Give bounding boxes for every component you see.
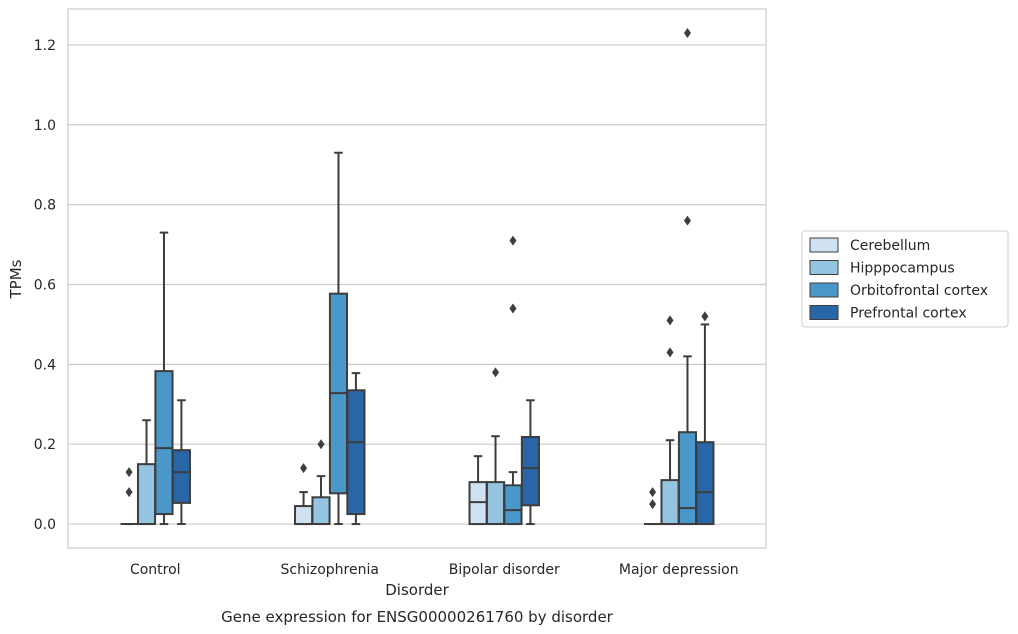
box-iqr xyxy=(136,463,157,526)
legend-label: Orbitofrontal cortex xyxy=(850,283,988,299)
y-axis-label: TPMs xyxy=(7,259,25,299)
x-tick-label: Schizophrenia xyxy=(281,562,379,578)
x-tick-labels: Control Schizophrenia Bipolar disorder Majo… xyxy=(130,562,739,578)
y-tick-label: 0.8 xyxy=(34,198,56,214)
box-iqr xyxy=(660,479,680,526)
box-iqr xyxy=(311,496,331,526)
y-tick-label: 1.2 xyxy=(34,38,56,54)
y-tick-label: 0.4 xyxy=(34,357,56,373)
box-cerebellum xyxy=(294,463,314,526)
outlier-point xyxy=(683,27,691,38)
box-hipppocampus xyxy=(660,315,680,526)
box-iqr xyxy=(154,370,174,516)
y-tick-label: 0.2 xyxy=(34,437,56,453)
outlier-point xyxy=(300,463,308,474)
x-tick-label: Control xyxy=(130,562,181,578)
outlier-point xyxy=(125,467,133,478)
outlier-point xyxy=(649,499,657,510)
box-cerebellum xyxy=(468,455,488,526)
legend-swatch xyxy=(809,237,839,253)
outlier-point xyxy=(649,487,657,498)
box-orbitofrontal-cortex xyxy=(677,27,698,526)
legend-swatch xyxy=(809,260,839,275)
y-tick-label: 0.6 xyxy=(34,277,56,293)
outlier-point xyxy=(666,347,674,358)
chart-caption: Gene expression for ENSG00000261760 by d… xyxy=(221,608,614,626)
box-hipppocampus xyxy=(485,367,506,526)
box-prefrontal-cortex xyxy=(346,372,366,526)
legend-label: Prefrontal cortex xyxy=(850,306,967,322)
box-orbitofrontal-cortex xyxy=(328,151,349,526)
box-iqr xyxy=(346,389,366,516)
box-cerebellum xyxy=(644,487,662,526)
outlier-point xyxy=(125,487,133,498)
outlier-point xyxy=(317,439,325,450)
box-iqr xyxy=(171,449,191,504)
gridlines xyxy=(68,44,766,525)
x-axis-label: Disorder xyxy=(385,581,449,599)
box-iqr xyxy=(695,441,715,526)
x-tick-label: Bipolar disorder xyxy=(449,562,560,578)
box-prefrontal-cortex xyxy=(695,311,715,526)
box-cerebellum xyxy=(120,467,138,526)
y-tick-label: 0.0 xyxy=(34,517,56,533)
box-hipppocampus xyxy=(311,439,331,526)
box-hipppocampus xyxy=(136,419,157,526)
outlier-point xyxy=(683,215,691,226)
plot-frame xyxy=(67,8,767,549)
box-prefrontal-cortex xyxy=(171,399,191,526)
y-tick-labels: 0.0 0.2 0.4 0.6 0.8 1.0 1.2 xyxy=(34,38,56,533)
legend-frame xyxy=(801,230,1009,328)
legend-swatch xyxy=(809,282,839,298)
y-tick-label: 1.0 xyxy=(34,118,56,134)
x-tick-label: Major depression xyxy=(619,562,739,578)
legend-swatch xyxy=(809,305,839,320)
box-orbitofrontal-cortex xyxy=(154,231,174,526)
box-orbitofrontal-cortex xyxy=(503,235,523,526)
box-iqr xyxy=(294,505,314,526)
box-iqr xyxy=(677,431,698,526)
box-prefrontal-cortex xyxy=(520,399,540,526)
outlier-point xyxy=(492,367,500,378)
legend: Cerebellum Hipppocampus Orbitofrontal cort… xyxy=(801,230,1009,328)
box-series-layer xyxy=(120,27,715,526)
legend-label: Hipppocampus xyxy=(850,261,955,277)
box-iqr xyxy=(485,481,506,526)
box-iqr xyxy=(503,484,523,526)
outlier-point xyxy=(701,311,709,322)
box-iqr xyxy=(520,436,540,507)
outlier-point xyxy=(509,303,517,314)
outlier-point xyxy=(666,315,674,326)
legend-label: Cerebellum xyxy=(850,238,930,254)
outlier-point xyxy=(509,235,517,246)
